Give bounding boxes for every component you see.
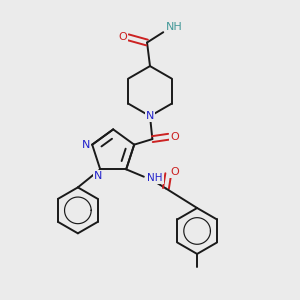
Text: N: N bbox=[94, 171, 102, 181]
Text: O: O bbox=[118, 32, 127, 42]
Text: O: O bbox=[170, 132, 179, 142]
Text: N: N bbox=[82, 140, 90, 150]
Text: NH: NH bbox=[166, 22, 183, 32]
Text: NH: NH bbox=[147, 173, 163, 183]
Text: N: N bbox=[146, 111, 154, 121]
Text: O: O bbox=[170, 167, 179, 177]
